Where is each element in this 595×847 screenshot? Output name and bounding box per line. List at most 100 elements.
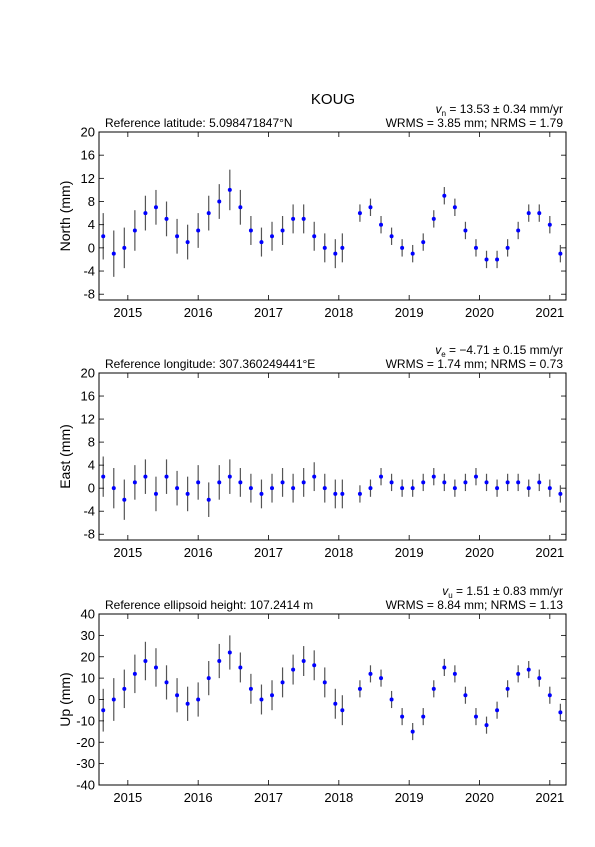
data-point bbox=[421, 240, 426, 245]
data-point bbox=[431, 686, 436, 691]
data-point bbox=[164, 680, 169, 685]
data-point bbox=[505, 686, 510, 691]
velocity-label: ve = −4.71 ± 0.15 mm/yr bbox=[435, 343, 563, 359]
data-point bbox=[340, 708, 345, 713]
stats-label: WRMS = 1.74 mm; NRMS = 0.73 bbox=[386, 357, 564, 371]
data-point bbox=[495, 257, 500, 262]
data-point bbox=[217, 659, 222, 664]
velocity-symbol: v bbox=[442, 584, 449, 598]
data-point bbox=[340, 491, 345, 496]
data-point bbox=[537, 211, 542, 216]
data-point bbox=[421, 480, 426, 485]
data-point bbox=[558, 710, 563, 715]
x-tick-label: 2021 bbox=[535, 790, 564, 805]
y-tick-label: -20 bbox=[76, 735, 95, 750]
x-tick-label: 2016 bbox=[184, 790, 213, 805]
x-tick-label: 2018 bbox=[324, 305, 353, 320]
data-point bbox=[164, 474, 169, 479]
data-point bbox=[122, 497, 127, 502]
data-point bbox=[558, 251, 563, 256]
velocity-subscript: u bbox=[448, 591, 452, 600]
x-tick-label: 2019 bbox=[395, 305, 424, 320]
y-tick-label: -4 bbox=[83, 504, 95, 519]
y-tick-label: 10 bbox=[81, 671, 95, 686]
x-tick-label: 2016 bbox=[184, 305, 213, 320]
data-point bbox=[368, 486, 373, 491]
y-tick-label: 20 bbox=[81, 649, 95, 664]
data-point bbox=[259, 491, 264, 496]
x-tick-label: 2017 bbox=[254, 790, 283, 805]
y-tick-label: -8 bbox=[83, 287, 95, 302]
data-point bbox=[132, 228, 137, 233]
data-point bbox=[143, 211, 148, 216]
velocity-text: = 1.51 ± 0.83 mm/yr bbox=[453, 584, 563, 598]
data-point bbox=[122, 245, 127, 250]
data-point bbox=[421, 714, 426, 719]
data-point bbox=[227, 187, 232, 192]
y-tick-label: -4 bbox=[83, 264, 95, 279]
data-point bbox=[122, 686, 127, 691]
data-point bbox=[217, 480, 222, 485]
velocity-symbol: v bbox=[436, 102, 443, 116]
data-point bbox=[280, 480, 285, 485]
data-point bbox=[547, 486, 552, 491]
velocity-text: = −4.71 ± 0.15 mm/yr bbox=[446, 343, 563, 357]
data-point bbox=[301, 216, 306, 221]
data-point bbox=[259, 240, 264, 245]
velocity-label: vn = 13.53 ± 0.34 mm/yr bbox=[436, 102, 563, 118]
data-point bbox=[132, 671, 137, 676]
data-point bbox=[452, 486, 457, 491]
data-point bbox=[400, 486, 405, 491]
data-point bbox=[217, 199, 222, 204]
x-tick-label: 2015 bbox=[113, 305, 142, 320]
data-point bbox=[301, 480, 306, 485]
data-point bbox=[410, 729, 415, 734]
data-point bbox=[175, 486, 180, 491]
data-point bbox=[431, 216, 436, 221]
data-point bbox=[452, 671, 457, 676]
data-point bbox=[442, 193, 447, 198]
data-point bbox=[379, 222, 384, 227]
y-tick-label: 0 bbox=[88, 692, 95, 707]
data-point bbox=[132, 480, 137, 485]
data-point bbox=[537, 480, 542, 485]
data-point bbox=[238, 665, 243, 670]
data-point bbox=[312, 663, 317, 668]
y-tick-label: 20 bbox=[81, 366, 95, 381]
data-point bbox=[175, 693, 180, 698]
data-point bbox=[333, 491, 338, 496]
y-tick-label: 0 bbox=[88, 240, 95, 255]
data-point bbox=[270, 486, 275, 491]
data-point bbox=[196, 697, 201, 702]
x-tick-label: 2018 bbox=[324, 790, 353, 805]
data-point bbox=[111, 251, 116, 256]
data-point bbox=[238, 205, 243, 210]
data-point bbox=[431, 474, 436, 479]
y-tick-label: 8 bbox=[88, 435, 95, 450]
data-point bbox=[101, 708, 106, 713]
data-point bbox=[473, 245, 478, 250]
data-point bbox=[175, 234, 180, 239]
velocity-subscript: n bbox=[442, 109, 446, 118]
y-tick-label: 4 bbox=[88, 217, 95, 232]
x-tick-label: 2021 bbox=[535, 545, 564, 560]
data-point bbox=[153, 491, 158, 496]
data-point bbox=[484, 480, 489, 485]
y-tick-label: 30 bbox=[81, 628, 95, 643]
data-point bbox=[473, 714, 478, 719]
data-point bbox=[379, 676, 384, 681]
data-point bbox=[463, 228, 468, 233]
data-point bbox=[111, 697, 116, 702]
data-point bbox=[227, 474, 232, 479]
data-point bbox=[185, 701, 190, 706]
x-tick-label: 2015 bbox=[113, 545, 142, 560]
x-tick-label: 2017 bbox=[254, 305, 283, 320]
data-point bbox=[333, 701, 338, 706]
data-point bbox=[473, 474, 478, 479]
data-point bbox=[164, 216, 169, 221]
x-tick-label: 2021 bbox=[535, 305, 564, 320]
x-tick-label: 2020 bbox=[465, 305, 494, 320]
x-tick-label: 2019 bbox=[395, 545, 424, 560]
data-point bbox=[270, 693, 275, 698]
y-tick-label: -40 bbox=[76, 778, 95, 793]
